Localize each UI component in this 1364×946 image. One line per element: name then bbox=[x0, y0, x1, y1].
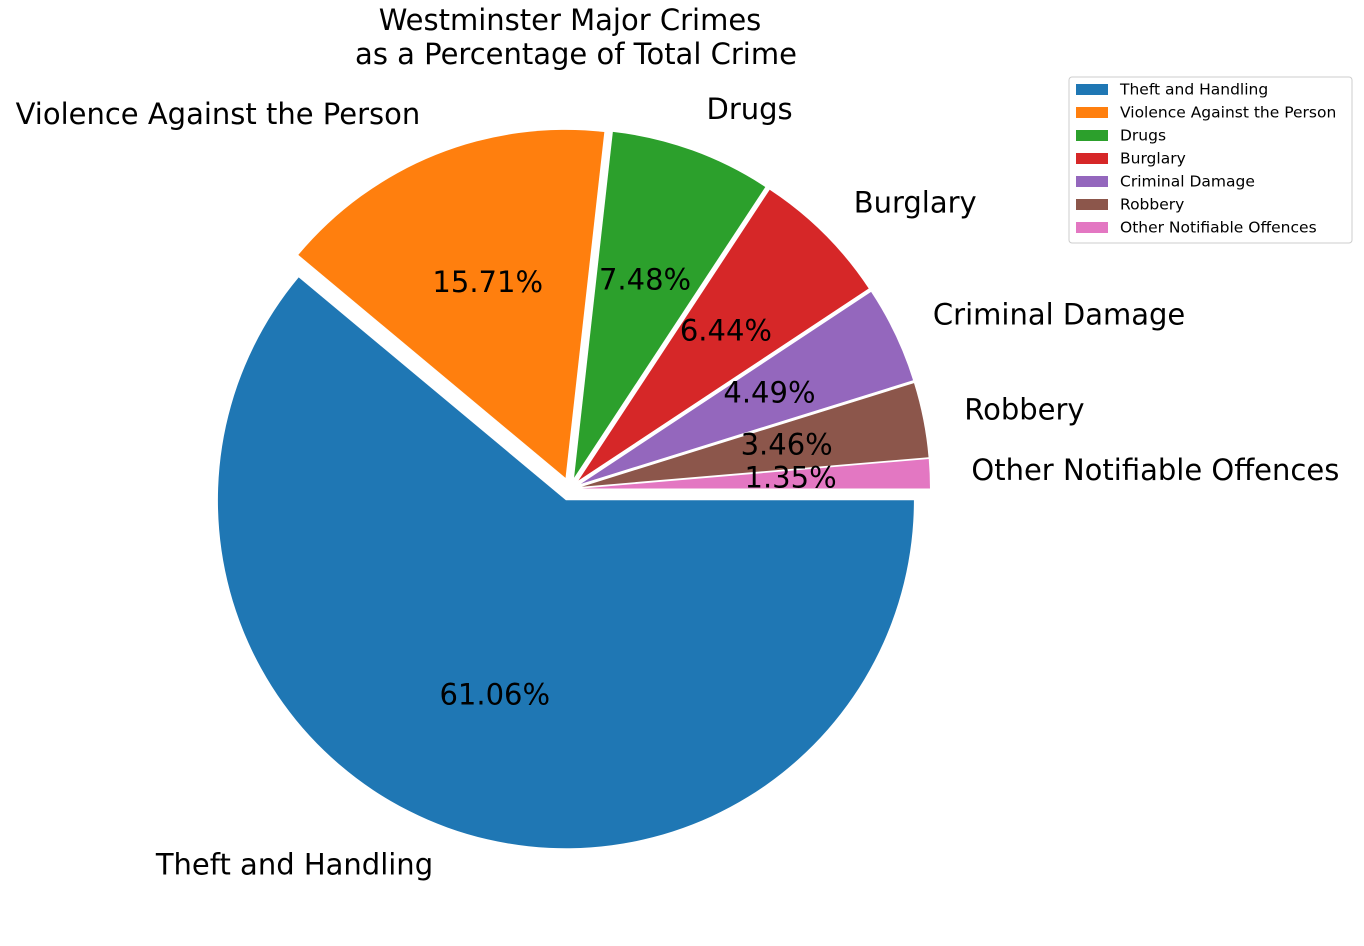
percentage-label-violence-against-the-person: 15.71% bbox=[432, 265, 543, 299]
percentage-label-robbery: 3.46% bbox=[741, 428, 833, 462]
legend-swatch-criminal-damage bbox=[1076, 176, 1108, 187]
pie-slice-criminal-damage bbox=[580, 291, 914, 484]
legend-swatch-burglary bbox=[1076, 153, 1108, 164]
percentage-labels: 61.06% 15.71% 7.48% 6.44% 4.49% 3.46%1.35% bbox=[432, 262, 836, 711]
legend-label-theft-and-handling: Theft and Handling bbox=[1119, 81, 1268, 99]
category-label-theft-and-handling: Theft and Handling bbox=[155, 848, 433, 882]
percentage-label-other-notifiable-offences: 1.35% bbox=[745, 461, 837, 495]
legend-label-other-notifiable-offences: Other Notifiable Offences bbox=[1120, 219, 1317, 237]
pie-slice-drugs bbox=[574, 131, 766, 478]
legend-swatch-drugs bbox=[1076, 130, 1108, 141]
category-label-criminal-damage: Criminal Damage bbox=[933, 298, 1185, 332]
pie-slice-theft-and-handling bbox=[217, 277, 914, 849]
legend-label-burglary: Burglary bbox=[1120, 150, 1186, 168]
legend-swatch-theft-and-handling bbox=[1076, 84, 1108, 95]
pie-slices bbox=[217, 129, 930, 849]
category-label-violence-against-the-person: Violence Against the Person bbox=[16, 97, 421, 131]
category-label-burglary: Burglary bbox=[854, 186, 977, 220]
chart-title-line-1: Westminster Major Crimes bbox=[379, 3, 762, 37]
percentage-label-theft-and-handling: 61.06% bbox=[439, 678, 550, 712]
category-labels: Theft and Handling Violence Against the P… bbox=[16, 92, 1340, 882]
percentage-label-burglary: 6.44% bbox=[680, 314, 772, 348]
pie-slice-robbery bbox=[581, 383, 929, 487]
pie-slice-violence-against-the-person bbox=[298, 129, 605, 478]
category-label-other-notifiable-offences: Other Notifiable Offences bbox=[971, 453, 1339, 487]
percentage-label-criminal-damage: 4.49% bbox=[723, 375, 815, 409]
pie-slice-other-notifiable-offences bbox=[581, 459, 930, 489]
legend-label-drugs: Drugs bbox=[1120, 127, 1166, 145]
legend-label-violence-against-the-person: Violence Against the Person bbox=[1120, 104, 1336, 122]
legend: Theft and Handling Violence Against the P… bbox=[1068, 76, 1353, 244]
pie-slice-burglary bbox=[578, 189, 869, 481]
category-label-robbery: Robbery bbox=[964, 393, 1084, 427]
legend-label-criminal-damage: Criminal Damage bbox=[1120, 173, 1255, 191]
category-label-drugs: Drugs bbox=[707, 92, 793, 126]
legend-label-robbery: Robbery bbox=[1120, 196, 1184, 214]
legend-swatch-violence-against-the-person bbox=[1076, 107, 1108, 118]
legend-frame bbox=[1068, 76, 1353, 244]
legend-swatch-other-notifiable-offences bbox=[1076, 222, 1108, 233]
chart-title-line-2: as a Percentage of Total Crime bbox=[355, 37, 797, 71]
percentage-label-drugs: 7.48% bbox=[599, 262, 691, 296]
legend-swatch-robbery bbox=[1076, 199, 1108, 210]
